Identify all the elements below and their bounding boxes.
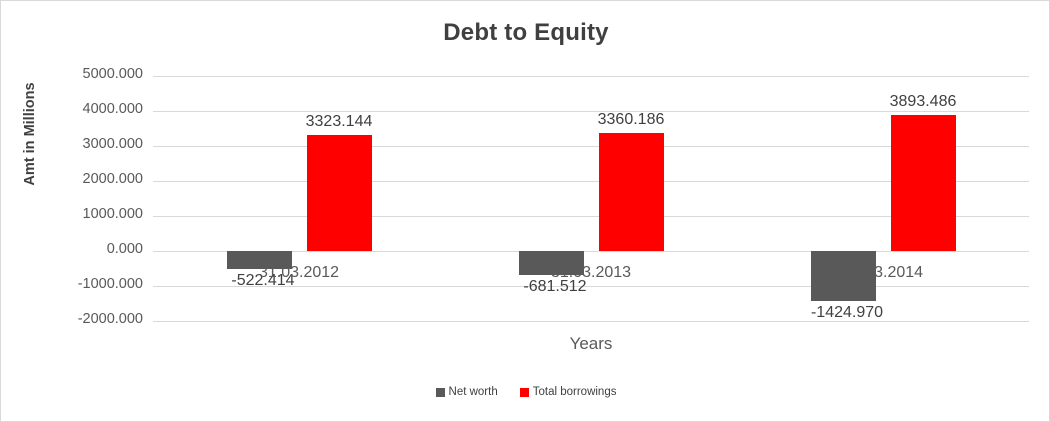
gridline bbox=[153, 286, 1029, 287]
y-axis-tick-label: -1000.000 bbox=[77, 276, 143, 292]
legend-label: Total borrowings bbox=[532, 386, 617, 398]
y-axis-tick-label: 3000.000 bbox=[82, 136, 143, 152]
x-axis-category-label: 31.03.2012 bbox=[258, 264, 340, 281]
data-label-net-worth: -1424.970 bbox=[810, 303, 884, 321]
y-axis-tick-label: -2000.000 bbox=[77, 311, 143, 327]
bar-net-worth[interactable] bbox=[518, 251, 584, 275]
y-axis-tick-label: 2000.000 bbox=[82, 171, 143, 187]
data-label-total-borrowings: 3323.144 bbox=[305, 112, 373, 130]
x-axis-category-label: 31.03.2014 bbox=[842, 264, 924, 281]
bar-total-borrowings[interactable] bbox=[598, 133, 664, 251]
bar-net-worth[interactable] bbox=[810, 251, 876, 301]
y-axis-tick-label: 0.000 bbox=[106, 241, 143, 257]
chart-title: Debt to Equity bbox=[443, 19, 609, 46]
gridline bbox=[153, 111, 1029, 112]
x-axis-title: Years bbox=[569, 334, 613, 353]
chart-legend: Net worth Total borrowings bbox=[1, 386, 1049, 398]
data-label-net-worth: -681.512 bbox=[523, 277, 587, 295]
gridline bbox=[153, 321, 1029, 322]
bar-total-borrowings[interactable] bbox=[890, 114, 956, 251]
legend-swatch-icon bbox=[519, 387, 529, 397]
data-label-total-borrowings: 3360.186 bbox=[597, 111, 665, 129]
legend-item[interactable]: Total borrowings bbox=[519, 386, 617, 398]
y-axis-tick-label: 1000.000 bbox=[82, 206, 143, 222]
x-axis-category-label: 31.03.2013 bbox=[550, 264, 632, 281]
gridline bbox=[153, 76, 1029, 77]
bar-total-borrowings[interactable] bbox=[306, 134, 372, 251]
legend-item[interactable]: Net worth bbox=[435, 386, 498, 398]
legend-label: Net worth bbox=[448, 386, 498, 398]
y-axis-tick-label: 5000.000 bbox=[82, 66, 143, 82]
y-axis-tick-label: 4000.000 bbox=[82, 101, 143, 117]
data-label-net-worth: -522.414 bbox=[231, 272, 295, 290]
legend-swatch-icon bbox=[435, 387, 445, 397]
gridline bbox=[153, 216, 1029, 217]
bar-net-worth[interactable] bbox=[226, 251, 292, 270]
gridline bbox=[153, 181, 1029, 182]
gridline bbox=[153, 146, 1029, 147]
data-label-total-borrowings: 3893.486 bbox=[889, 92, 957, 110]
gridline bbox=[153, 251, 1029, 252]
plot-area: 5000.000 4000.000 3000.000 2000.000 1000.000… bbox=[78, 66, 1029, 327]
